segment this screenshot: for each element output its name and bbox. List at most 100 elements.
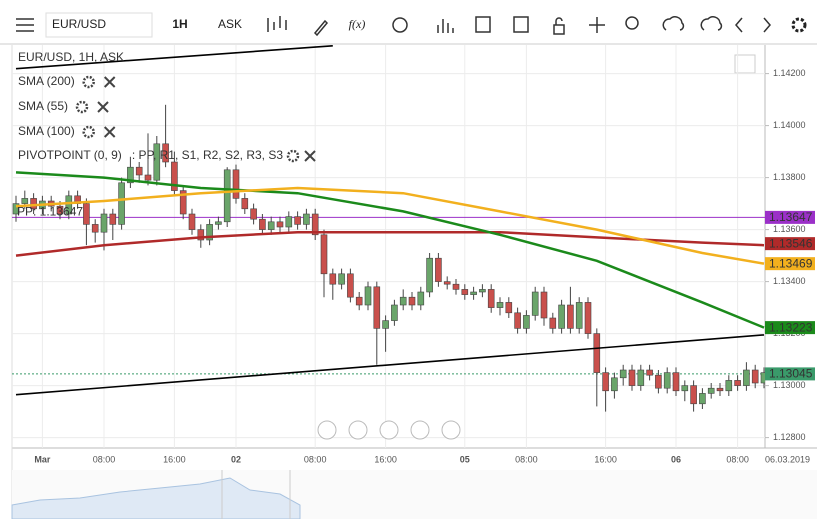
- interval[interactable]: 1H: [172, 17, 187, 31]
- pivot-components: : PP, R1, S1, R2, S2, R3, S3: [132, 148, 284, 162]
- candle-body: [215, 221, 222, 225]
- price-tag: [765, 321, 815, 335]
- crosshair-icon[interactable]: [589, 17, 605, 33]
- candle-body: [505, 302, 513, 314]
- y-tick-label: 1.13600: [773, 224, 806, 234]
- candle-body: [171, 161, 178, 191]
- draw-icon[interactable]: [313, 19, 329, 37]
- sma-line: [15, 171, 765, 329]
- candle-body: [611, 377, 618, 392]
- zoom-in[interactable]: [410, 420, 430, 440]
- chart-title: EUR/USD, 1H, ASK: [18, 50, 124, 64]
- candle-body: [628, 369, 636, 386]
- prev-icon[interactable]: [735, 17, 743, 33]
- candle-body: [294, 216, 301, 225]
- candle-body: [479, 289, 486, 293]
- side[interactable]: ASK: [218, 17, 242, 31]
- candle-body: [751, 369, 759, 384]
- candle-body: [619, 369, 627, 379]
- legend-entry: SMA (200): [18, 74, 75, 88]
- reset[interactable]: [379, 420, 399, 440]
- candle-body: [303, 213, 310, 225]
- legend-settings[interactable]: [82, 125, 95, 139]
- candle-body: [364, 286, 372, 306]
- legend-settings[interactable]: [82, 75, 95, 89]
- candle-body: [707, 387, 715, 394]
- legend-settings[interactable]: [75, 100, 89, 114]
- candle-body: [153, 143, 161, 181]
- price-tag-label: 1.13045: [769, 367, 813, 381]
- scroll-left[interactable]: [317, 420, 337, 440]
- candle-body: [127, 166, 134, 184]
- candle-body: [716, 387, 724, 392]
- candle-body: [320, 234, 328, 275]
- info-icon[interactable]: [392, 17, 408, 33]
- zoom-controls: [317, 420, 461, 440]
- scroll-right[interactable]: [441, 420, 461, 440]
- bars-icon[interactable]: [437, 19, 454, 33]
- y-tick-label: 1.13000: [773, 380, 806, 390]
- candle-body: [109, 213, 117, 225]
- y-tick-label: 1.13800: [773, 172, 806, 182]
- menu-button[interactable]: [16, 18, 34, 32]
- candle-body: [408, 296, 416, 306]
- sma-line: [15, 186, 765, 265]
- candle-body: [593, 333, 601, 373]
- legend-remove[interactable]: [304, 150, 316, 162]
- candle-body: [496, 302, 504, 308]
- candle-body: [347, 273, 354, 298]
- candle-body: [179, 190, 187, 215]
- calendar-icon[interactable]: [475, 16, 491, 33]
- plot-area: [12, 45, 765, 448]
- candle-body: [162, 143, 169, 163]
- legend-entry: SMA (55): [18, 99, 68, 113]
- y-tick-label: 1.13400: [773, 276, 806, 286]
- zoom-out[interactable]: [348, 420, 368, 440]
- upload-icon[interactable]: [662, 16, 685, 31]
- legend: SMA (200) SMA (55) SMA (100): [18, 74, 116, 139]
- toolbar: EUR/USD 1H ASK f(x): [0, 0, 817, 45]
- y-tick-label: 1.12800: [773, 432, 806, 442]
- candle-body: [65, 195, 73, 215]
- candle-body: [681, 385, 689, 392]
- x-tick-label: 06: [671, 454, 681, 464]
- symbol: EUR/USD: [52, 17, 106, 31]
- candle-body: [355, 296, 363, 306]
- candle-body: [206, 224, 213, 241]
- sma-line: [15, 230, 765, 257]
- candle-body: [197, 229, 205, 241]
- legend-remove[interactable]: [97, 101, 109, 113]
- price-tag-label: 1.13546: [769, 236, 813, 250]
- candle-body: [549, 317, 557, 329]
- popout-button[interactable]: [734, 54, 756, 74]
- candle-body: [637, 369, 645, 386]
- navigator-area: [11, 477, 301, 519]
- candle-body: [743, 369, 750, 386]
- price-tag: [765, 257, 815, 271]
- candle-body: [30, 198, 37, 210]
- candle-body: [575, 302, 583, 329]
- report-icon[interactable]: [513, 16, 529, 33]
- legend-remove[interactable]: [103, 76, 116, 88]
- legend-settings[interactable]: [286, 149, 300, 163]
- next-icon[interactable]: [763, 17, 771, 33]
- price-tag-label: 1.13223: [769, 320, 813, 334]
- trend-line: [15, 334, 765, 396]
- settings-icon[interactable]: [791, 17, 807, 33]
- download-icon[interactable]: [700, 16, 723, 31]
- legend-remove[interactable]: [103, 126, 116, 138]
- candle-body: [540, 291, 548, 319]
- x-tick-label: 16:00: [374, 454, 397, 464]
- candle-body: [118, 182, 125, 225]
- menu-icon: [16, 18, 34, 32]
- candle-body: [725, 380, 733, 392]
- chart-type-icon[interactable]: [267, 16, 287, 32]
- fx-button[interactable]: f(x): [349, 17, 366, 31]
- lock-icon[interactable]: [553, 17, 565, 35]
- candle-body: [734, 380, 741, 386]
- zoom-icon[interactable]: [625, 16, 639, 30]
- symbol-box[interactable]: [45, 12, 153, 38]
- candle-body: [267, 221, 275, 230]
